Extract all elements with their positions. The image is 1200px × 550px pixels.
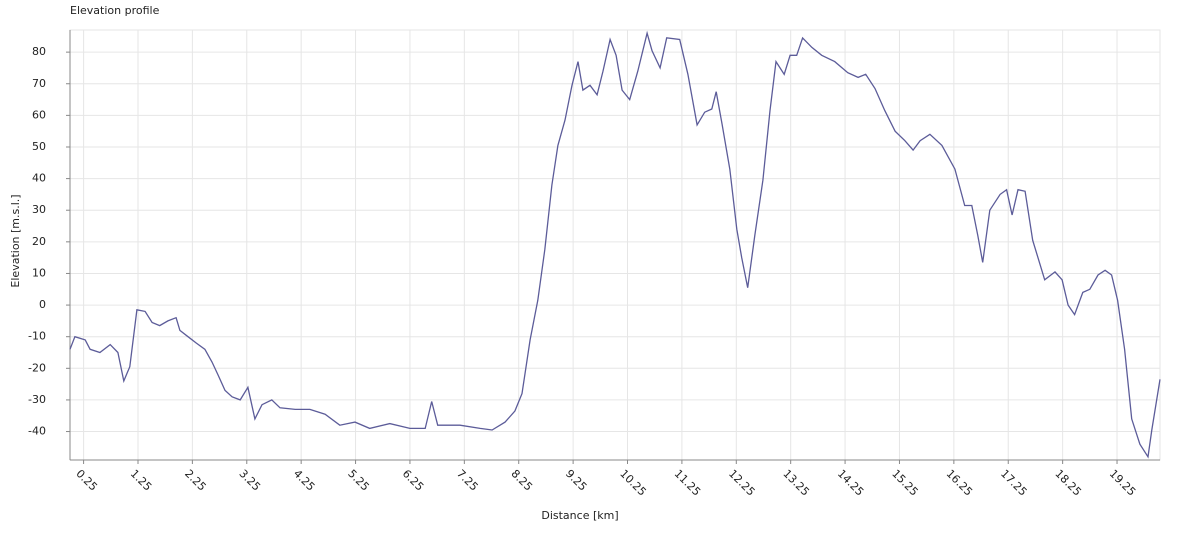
x-tick-label: 15.25 <box>889 467 920 498</box>
y-tick-label: 20 <box>32 235 46 248</box>
chart-title: Elevation profile <box>70 4 160 17</box>
y-tick-label: 0 <box>39 298 46 311</box>
x-tick-label: 14.25 <box>835 467 866 498</box>
x-tick-label: 19.25 <box>1107 467 1138 498</box>
x-tick-label: 2.25 <box>182 467 209 494</box>
plot-area <box>69 29 1161 461</box>
y-tick-label: 30 <box>32 203 46 216</box>
y-tick-label: -10 <box>28 330 46 343</box>
x-tick-label: 5.25 <box>345 467 372 494</box>
x-tick-label: 8.25 <box>508 467 535 494</box>
x-tick-label: 12.25 <box>726 467 757 498</box>
y-axis-label: Elevation [m.s.l.] <box>9 194 22 287</box>
x-tick-label: 17.25 <box>998 467 1029 498</box>
y-tick-label: 60 <box>32 108 46 121</box>
x-tick-label: 13.25 <box>780 467 811 498</box>
y-tick-label: 80 <box>32 45 46 58</box>
x-tick-label: 0.25 <box>73 467 100 494</box>
x-tick-label: 10.25 <box>617 467 648 498</box>
elevation-line <box>69 30 1161 459</box>
x-tick-label: 4.25 <box>291 467 318 494</box>
y-tick-label: 40 <box>32 172 46 185</box>
x-tick-label: 9.25 <box>563 467 590 494</box>
y-tick-label: -20 <box>28 361 46 374</box>
y-tick-label: 70 <box>32 77 46 90</box>
x-axis-label: Distance [km] <box>541 509 618 522</box>
x-tick-label: 7.25 <box>454 467 481 494</box>
x-tick-label: 6.25 <box>400 467 427 494</box>
x-tick-label: 16.25 <box>944 467 975 498</box>
x-tick-label: 11.25 <box>672 467 703 498</box>
x-tick-label: 3.25 <box>237 467 264 494</box>
x-tick-label: 18.25 <box>1052 467 1083 498</box>
y-tick-label: -30 <box>28 393 46 406</box>
y-tick-label: 50 <box>32 140 46 153</box>
y-tick-label: 10 <box>32 266 46 279</box>
x-tick-label: 1.25 <box>128 467 155 494</box>
y-tick-label: -40 <box>28 425 46 438</box>
